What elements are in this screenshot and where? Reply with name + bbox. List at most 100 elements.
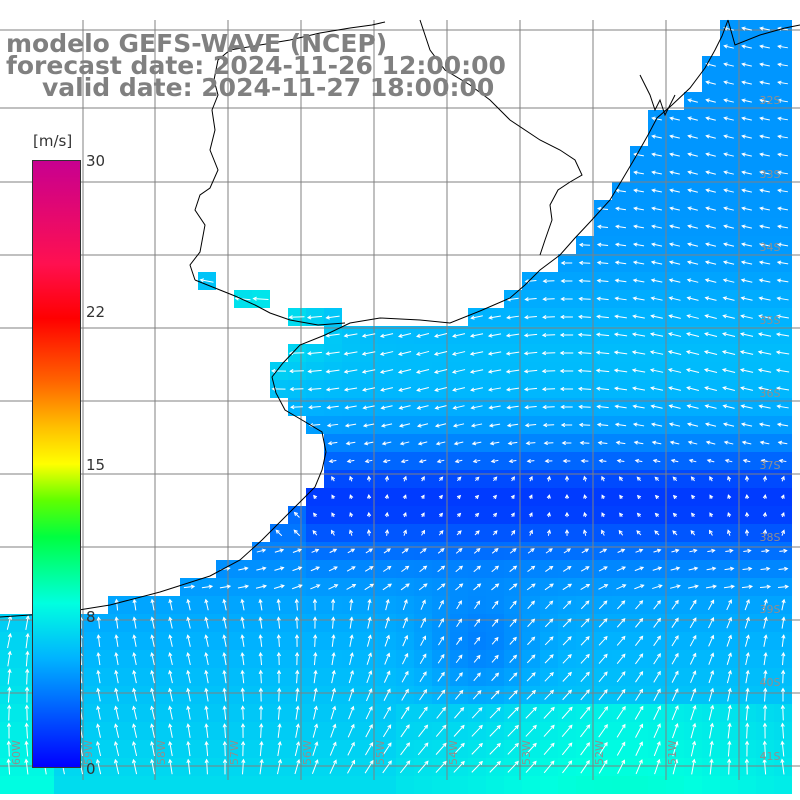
wind-arrow xyxy=(559,368,574,374)
wind-arrow xyxy=(294,741,301,757)
wind-arrow xyxy=(691,512,696,517)
wind-arrow xyxy=(331,651,336,666)
wind-arrow xyxy=(759,134,770,139)
wind-arrow xyxy=(668,314,681,319)
wind-arrow xyxy=(328,584,339,590)
speed-cell xyxy=(684,776,702,794)
wind-arrow xyxy=(379,369,394,374)
wind-arrow xyxy=(473,636,481,645)
wind-arrow xyxy=(382,760,392,774)
wind-arrow xyxy=(616,566,627,572)
wind-arrow xyxy=(723,584,736,589)
wind-arrow xyxy=(722,260,735,265)
wind-arrow xyxy=(544,671,554,682)
wind-arrow xyxy=(544,583,554,591)
wind-arrow xyxy=(562,583,573,591)
wind-arrow xyxy=(632,404,645,409)
wind-arrow xyxy=(745,722,750,739)
wind-arrow xyxy=(709,475,714,482)
wind-arrow xyxy=(578,278,591,283)
wind-arrow xyxy=(325,315,340,320)
wind-arrow xyxy=(580,600,590,610)
wind-arrow xyxy=(631,368,646,373)
wind-arrow xyxy=(740,260,753,265)
speed-cell xyxy=(504,776,522,794)
wind-arrow xyxy=(505,333,520,338)
wind-arrow xyxy=(436,689,446,701)
wind-arrow xyxy=(775,350,790,355)
wind-arrow xyxy=(490,690,500,700)
wind-arrow xyxy=(331,494,336,499)
wind-arrow xyxy=(583,475,588,482)
wind-arrow xyxy=(560,422,573,428)
wind-arrow xyxy=(96,705,101,720)
wind-arrow xyxy=(669,188,680,193)
wind-arrow xyxy=(741,206,752,211)
wind-arrow xyxy=(313,494,318,500)
wind-arrow xyxy=(527,636,536,646)
wind-arrow xyxy=(601,512,606,518)
wind-arrow xyxy=(704,404,717,409)
wind-arrow xyxy=(649,332,664,337)
wind-arrow xyxy=(381,441,392,446)
wind-arrow xyxy=(168,740,173,757)
wind-arrow xyxy=(580,689,590,701)
wind-arrow xyxy=(689,599,697,610)
wind-arrow xyxy=(613,386,628,391)
wind-arrow xyxy=(632,296,645,301)
wind-arrow xyxy=(488,387,502,392)
wind-arrow xyxy=(25,668,30,685)
wind-arrow xyxy=(132,634,137,647)
latitude-label: 41S xyxy=(760,750,781,763)
wind-arrow xyxy=(240,616,245,629)
wind-arrow xyxy=(741,26,752,31)
wind-arrow xyxy=(401,565,410,573)
speed-cell xyxy=(54,776,72,794)
wind-arrow xyxy=(492,530,498,536)
wind-arrow xyxy=(114,705,119,720)
wind-arrow xyxy=(705,440,716,445)
wind-arrow xyxy=(596,422,609,427)
wind-arrow xyxy=(456,494,462,500)
wind-arrow xyxy=(506,315,519,320)
wind-arrow xyxy=(491,600,499,609)
wind-arrow xyxy=(470,315,483,320)
wind-arrow xyxy=(596,224,609,229)
wind-arrow xyxy=(635,653,644,665)
wind-arrow xyxy=(204,687,209,702)
wind-arrow xyxy=(434,405,447,410)
wind-arrow xyxy=(366,670,373,684)
wind-arrow xyxy=(380,405,393,410)
wind-arrow xyxy=(759,224,771,229)
wind-arrow xyxy=(417,441,428,446)
wind-arrow xyxy=(420,635,427,646)
wind-arrow xyxy=(671,670,679,683)
wind-arrow xyxy=(403,529,407,536)
wind-arrow xyxy=(653,617,662,628)
wind-arrow xyxy=(704,422,717,427)
wind-arrow xyxy=(511,476,516,482)
wind-arrow xyxy=(361,369,376,374)
wind-arrow xyxy=(635,688,644,701)
wind-arrow xyxy=(313,669,318,684)
wind-arrow xyxy=(580,583,591,590)
wind-arrow xyxy=(705,584,717,589)
wind-arrow xyxy=(259,758,264,775)
wind-arrow xyxy=(475,512,480,518)
wind-arrow xyxy=(201,584,214,589)
wind-arrow xyxy=(744,529,750,536)
wind-arrow xyxy=(491,672,500,682)
wind-arrow xyxy=(690,722,697,739)
wind-arrow xyxy=(507,441,518,446)
wind-arrow xyxy=(525,724,537,737)
wind-arrow xyxy=(96,616,101,629)
wind-arrow xyxy=(685,368,700,374)
colorbar-tick-0: 0 xyxy=(86,760,96,778)
wind-arrow xyxy=(691,758,696,775)
wind-arrow xyxy=(258,651,263,666)
wind-arrow xyxy=(96,687,101,702)
wind-arrow xyxy=(744,634,750,647)
wind-arrow xyxy=(435,742,447,755)
longitude-label: 60W xyxy=(10,740,23,765)
wind-arrow xyxy=(325,387,340,392)
